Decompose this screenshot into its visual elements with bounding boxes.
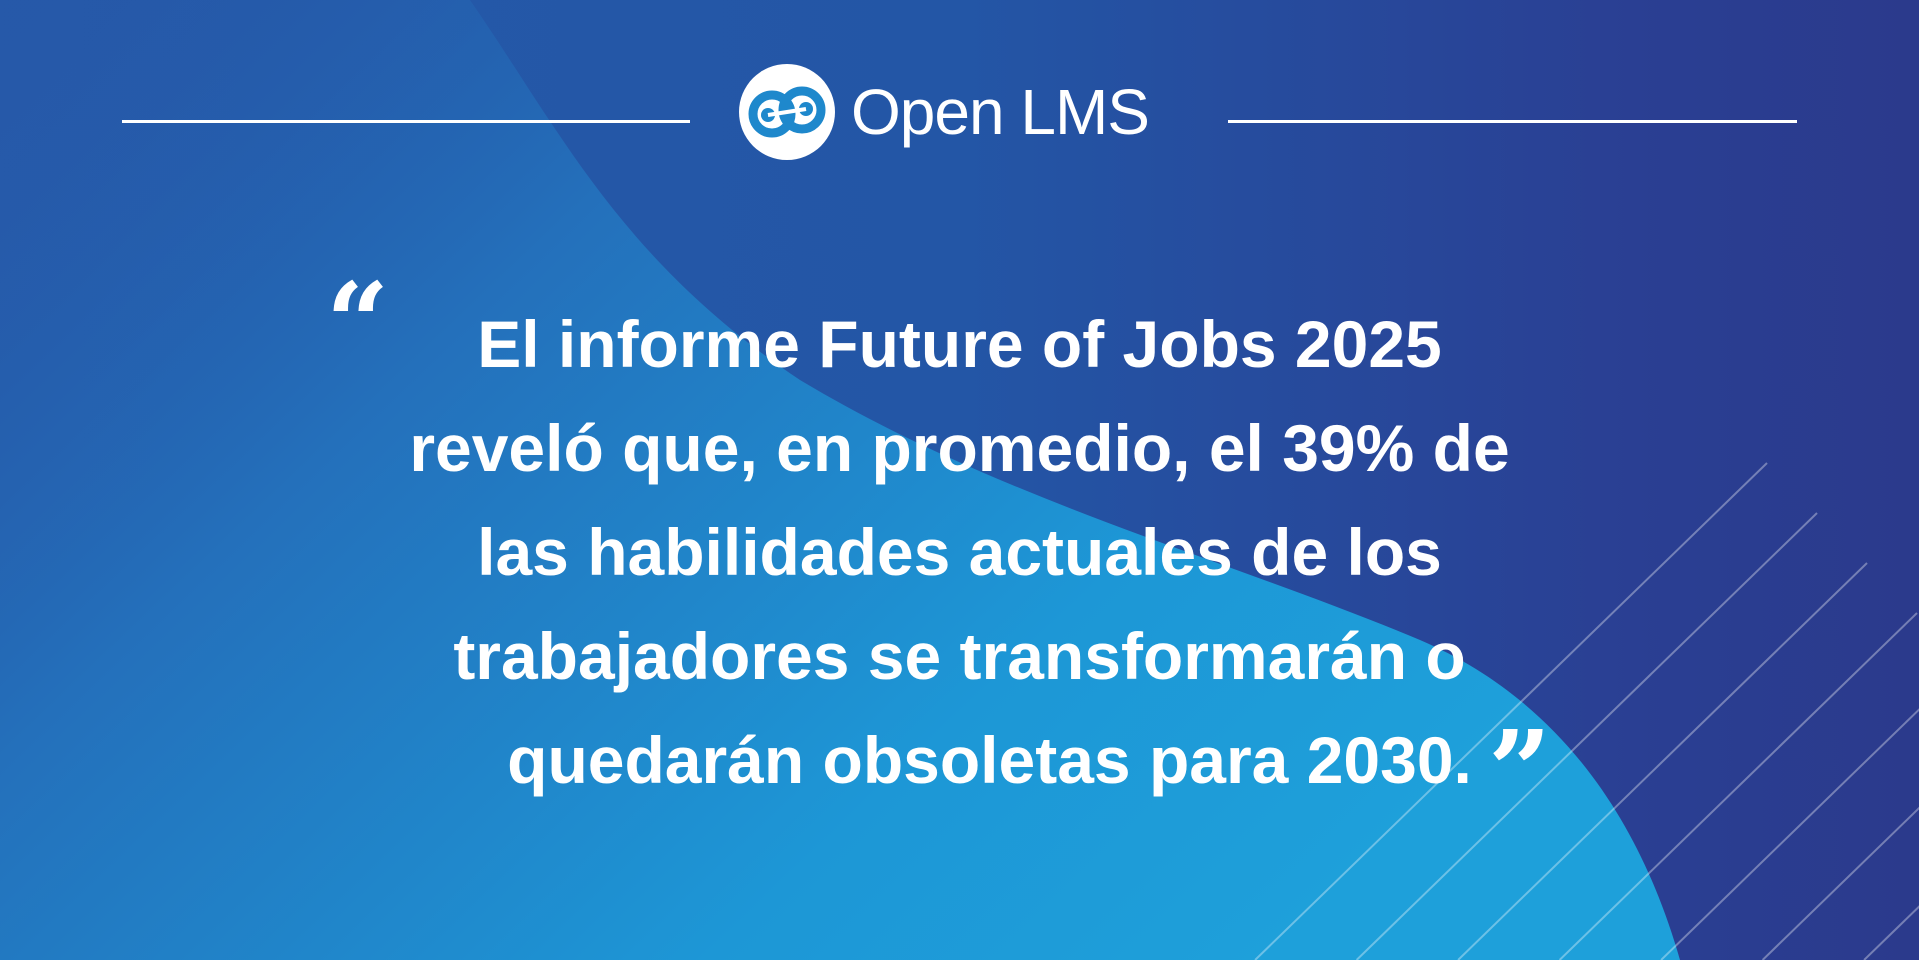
quote-line: El informe Future of Jobs 2025 [477, 307, 1442, 381]
quote-line: trabajadores se transformarán o [453, 619, 1466, 693]
open-quote-mark: “ [326, 258, 390, 387]
diagonal-line [1355, 512, 1818, 960]
diagonal-lines [1254, 462, 1919, 960]
diagonal-line [1457, 562, 1868, 960]
light-blue-wave [0, 0, 1680, 960]
diagonal-line [1863, 905, 1919, 960]
open-lms-logo-icon [739, 64, 835, 160]
left-divider-line [122, 120, 690, 123]
right-divider-line [1228, 120, 1797, 123]
open-lms-logo: Open LMS [737, 62, 1150, 162]
diagonal-line [1660, 708, 1919, 960]
quote-line: reveló que, en promedio, el 39% de [409, 411, 1510, 485]
diagonal-line [1254, 462, 1768, 960]
diagonal-line [1761, 806, 1919, 960]
quote-text: El informe Future of Jobs 2025 reveló qu… [0, 292, 1919, 812]
diagonal-line [1558, 612, 1918, 960]
brand-name: Open LMS [851, 76, 1150, 148]
close-quote-mark: ” [1488, 706, 1552, 835]
quote-line: quedarán obsoletas para 2030. [507, 723, 1472, 797]
quote-line: las habilidades actuales de los [477, 515, 1442, 589]
